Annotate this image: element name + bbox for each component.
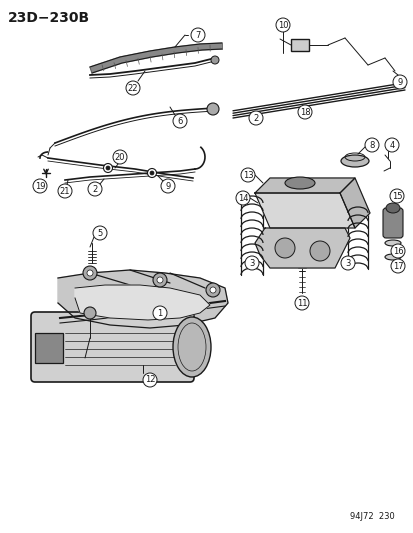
- Circle shape: [206, 103, 218, 115]
- Text: 22: 22: [128, 84, 138, 93]
- FancyBboxPatch shape: [31, 312, 194, 382]
- Ellipse shape: [385, 203, 399, 213]
- Circle shape: [93, 226, 107, 240]
- Circle shape: [364, 138, 378, 152]
- Circle shape: [390, 244, 404, 258]
- Polygon shape: [254, 178, 354, 193]
- Circle shape: [157, 277, 163, 283]
- FancyBboxPatch shape: [35, 333, 63, 363]
- Text: 8: 8: [368, 141, 374, 149]
- Circle shape: [113, 150, 127, 164]
- Text: 5: 5: [97, 229, 102, 238]
- Circle shape: [88, 182, 102, 196]
- FancyBboxPatch shape: [382, 208, 402, 238]
- Circle shape: [244, 256, 259, 270]
- Text: 2: 2: [92, 184, 97, 193]
- Circle shape: [153, 273, 166, 287]
- Circle shape: [106, 166, 110, 170]
- Text: 17: 17: [392, 262, 402, 271]
- Circle shape: [209, 287, 216, 293]
- Text: 14: 14: [237, 193, 248, 203]
- Circle shape: [240, 168, 254, 182]
- Circle shape: [161, 179, 175, 193]
- Ellipse shape: [284, 177, 314, 189]
- Circle shape: [150, 171, 154, 175]
- Circle shape: [275, 18, 289, 32]
- Circle shape: [147, 168, 156, 177]
- Ellipse shape: [384, 240, 400, 246]
- Circle shape: [392, 75, 406, 89]
- Ellipse shape: [384, 254, 400, 260]
- Circle shape: [153, 306, 166, 320]
- Text: 2: 2: [253, 114, 258, 123]
- Polygon shape: [339, 178, 369, 228]
- Text: 16: 16: [392, 246, 402, 255]
- Text: 10: 10: [277, 20, 287, 29]
- Text: 11: 11: [296, 298, 306, 308]
- Text: 18: 18: [299, 108, 310, 117]
- Text: 13: 13: [242, 171, 253, 180]
- Circle shape: [274, 238, 294, 258]
- Text: 6: 6: [177, 117, 182, 125]
- Polygon shape: [254, 228, 349, 268]
- Text: 21: 21: [59, 187, 70, 196]
- Circle shape: [211, 56, 218, 64]
- Text: 3: 3: [249, 259, 254, 268]
- Text: 23D−230B: 23D−230B: [8, 11, 90, 25]
- Circle shape: [87, 270, 93, 276]
- Text: 4: 4: [389, 141, 394, 149]
- Polygon shape: [90, 43, 221, 73]
- Text: 20: 20: [114, 152, 125, 161]
- Text: 3: 3: [344, 259, 350, 268]
- Circle shape: [390, 259, 404, 273]
- Circle shape: [206, 283, 219, 297]
- Circle shape: [103, 164, 112, 173]
- Circle shape: [84, 307, 96, 319]
- Ellipse shape: [173, 317, 211, 377]
- Polygon shape: [75, 285, 209, 320]
- Circle shape: [340, 256, 354, 270]
- Circle shape: [294, 296, 308, 310]
- Circle shape: [58, 184, 72, 198]
- Circle shape: [297, 105, 311, 119]
- Text: 15: 15: [391, 191, 401, 200]
- Circle shape: [126, 81, 140, 95]
- Circle shape: [384, 138, 398, 152]
- Text: 7: 7: [195, 30, 200, 39]
- Text: 9: 9: [165, 182, 170, 190]
- Circle shape: [309, 241, 329, 261]
- FancyBboxPatch shape: [290, 39, 308, 51]
- Polygon shape: [254, 193, 354, 228]
- Text: 12: 12: [145, 376, 155, 384]
- Text: 9: 9: [396, 77, 402, 86]
- Circle shape: [235, 191, 249, 205]
- Circle shape: [33, 179, 47, 193]
- Text: 19: 19: [35, 182, 45, 190]
- Circle shape: [190, 28, 204, 42]
- Text: 94J72  230: 94J72 230: [349, 512, 394, 521]
- Circle shape: [83, 266, 97, 280]
- Text: 1: 1: [157, 309, 162, 318]
- Circle shape: [173, 114, 187, 128]
- Ellipse shape: [340, 155, 368, 167]
- Circle shape: [248, 111, 262, 125]
- Circle shape: [389, 189, 403, 203]
- Polygon shape: [58, 270, 228, 328]
- Circle shape: [142, 373, 157, 387]
